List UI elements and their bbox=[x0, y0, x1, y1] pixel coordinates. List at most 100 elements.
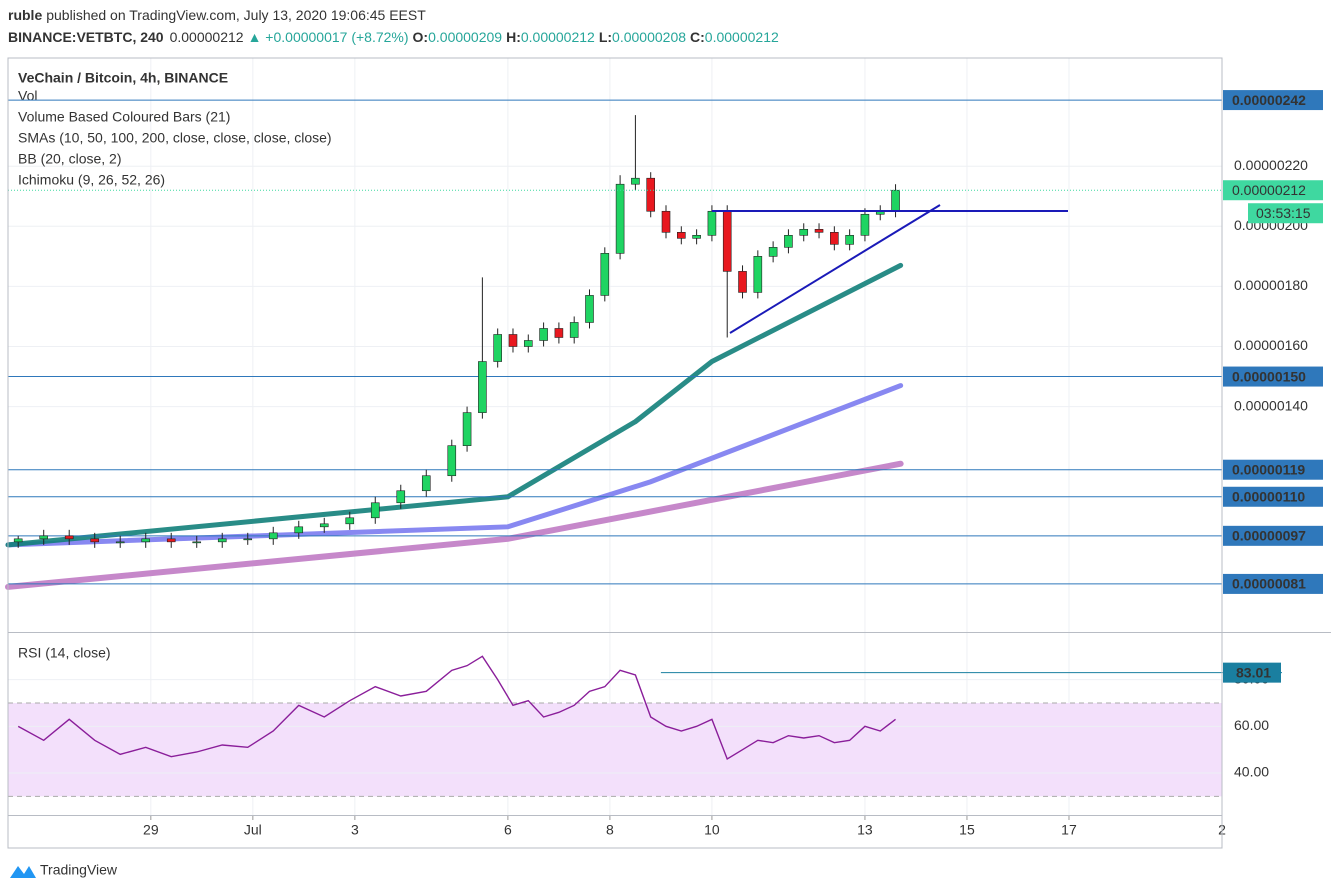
y-tick-label: 0.00000180 bbox=[1234, 277, 1308, 293]
x-tick-label: 13 bbox=[857, 822, 873, 838]
logo-mark bbox=[10, 866, 36, 878]
y-tick-label: 60.00 bbox=[1234, 717, 1269, 733]
logo: TradingView bbox=[10, 862, 118, 878]
legend-line: BB (20, close, 2) bbox=[18, 151, 122, 167]
candle-body bbox=[585, 295, 594, 323]
x-tick-label: 8 bbox=[606, 822, 614, 838]
candle-body bbox=[814, 228, 824, 233]
candle-body bbox=[421, 475, 431, 492]
rsi-band bbox=[8, 703, 1222, 797]
candle-body bbox=[217, 538, 227, 543]
x-tick-label: 6 bbox=[504, 822, 512, 838]
change: ▲ +0.00000017 (+8.72%) bbox=[248, 29, 409, 45]
candle-body bbox=[370, 502, 380, 519]
legend-line: Vol bbox=[18, 88, 37, 104]
countdown: 03:53:15 bbox=[1256, 205, 1311, 221]
candle-body bbox=[860, 213, 870, 236]
price: 0.00000212 bbox=[170, 29, 244, 45]
x-tick-label: 15 bbox=[959, 822, 975, 838]
level-label-box bbox=[1223, 90, 1323, 111]
ohlc-label: L: bbox=[599, 29, 612, 45]
y-tick-label: 0.00000220 bbox=[1234, 157, 1308, 173]
candle-body bbox=[830, 232, 839, 245]
candle-body bbox=[600, 253, 610, 296]
level-label: 0.00000110 bbox=[1232, 488, 1305, 504]
level-label: 0.00000119 bbox=[1232, 461, 1305, 477]
candle-body bbox=[493, 334, 502, 362]
brand: TradingView bbox=[40, 862, 118, 878]
rsi-level-label: 83.01 bbox=[1236, 664, 1271, 680]
candle-body bbox=[692, 235, 701, 239]
y-tick-label: 0.00000160 bbox=[1234, 337, 1308, 353]
candle-body bbox=[707, 210, 717, 236]
level-label-box bbox=[1223, 366, 1323, 387]
ohlc-value: 0.00000212 bbox=[521, 29, 595, 45]
candle-body bbox=[554, 328, 564, 338]
ohlc-label: C: bbox=[690, 29, 705, 45]
candle-body bbox=[447, 445, 457, 477]
ohlc-value: 0.00000212 bbox=[705, 29, 779, 45]
legend-line: SMAs (10, 50, 100, 200, close, close, cl… bbox=[18, 130, 332, 146]
published: published on TradingView.com, July 13, 2… bbox=[46, 7, 426, 23]
candle-body bbox=[646, 177, 656, 212]
level-label: 0.00000097 bbox=[1232, 528, 1306, 544]
candle-body bbox=[891, 189, 900, 212]
level-label: 0.00000150 bbox=[1232, 368, 1306, 384]
level-label-box bbox=[1223, 486, 1323, 507]
chart-area: 29 Jul 3 6 8 10 13 15 17 20.000001400.000001600.0… bbox=[5, 58, 1323, 838]
symbol: BINANCE:VETBTC, 240 bbox=[8, 29, 164, 45]
rsi-level-box bbox=[1223, 662, 1281, 683]
symbol-line: BINANCE:VETBTC, 240 0.00000212 ▲ +0.000000… bbox=[8, 29, 779, 45]
candle-body bbox=[90, 538, 100, 543]
x-tick-label: 10 bbox=[704, 822, 720, 838]
ohlc-label: H: bbox=[506, 29, 521, 45]
moving-average bbox=[5, 460, 904, 590]
x-tick-label: 29 bbox=[143, 822, 159, 838]
candle-body bbox=[722, 210, 732, 272]
level-label-box bbox=[1223, 573, 1323, 594]
moving-average bbox=[5, 262, 904, 548]
level-label-box bbox=[1223, 459, 1323, 480]
candle-body bbox=[319, 523, 329, 528]
candle-body bbox=[396, 490, 406, 504]
rsi-line bbox=[17, 655, 896, 761]
x-tick-label: 17 bbox=[1061, 822, 1077, 838]
candle-body bbox=[523, 340, 533, 347]
candle-body bbox=[753, 256, 763, 293]
pane-title: VeChain / Bitcoin, 4h, BINANCE bbox=[18, 70, 228, 86]
pane-title: RSI (14, close) bbox=[18, 645, 111, 661]
last-price-box bbox=[1223, 180, 1323, 201]
candle-body bbox=[799, 228, 809, 236]
candle-body bbox=[631, 177, 640, 185]
ohlc-label: O: bbox=[413, 29, 429, 45]
level-label: 0.00000242 bbox=[1232, 92, 1306, 108]
frame bbox=[7, 57, 1223, 849]
countdown-box bbox=[1248, 203, 1323, 224]
candle-body bbox=[345, 517, 355, 525]
candle-body bbox=[478, 361, 487, 413]
trend-line bbox=[729, 204, 941, 334]
last-price-label: 0.00000212 bbox=[1232, 182, 1306, 198]
author: ruble bbox=[8, 7, 42, 23]
level-label-box bbox=[1223, 525, 1323, 546]
candle-body bbox=[615, 183, 625, 254]
candle-body bbox=[13, 538, 23, 543]
candle-body bbox=[539, 328, 548, 341]
candle-body bbox=[508, 334, 518, 347]
candle-body bbox=[268, 532, 278, 540]
candle-body bbox=[677, 232, 686, 239]
candle-body bbox=[569, 322, 579, 338]
publish-line: ruble published on TradingView.com, July … bbox=[8, 7, 426, 23]
ohlc-value: 0.00000209 bbox=[428, 29, 502, 45]
candle-body bbox=[166, 538, 176, 543]
level-label: 0.00000081 bbox=[1232, 576, 1306, 592]
candle-body bbox=[661, 210, 671, 233]
candle-body bbox=[243, 538, 253, 541]
candle-body bbox=[768, 247, 778, 257]
x-tick-label: 3 bbox=[351, 822, 359, 838]
candle-body bbox=[39, 535, 49, 540]
candle-body bbox=[141, 538, 151, 543]
candle-body bbox=[738, 271, 747, 293]
candle-body bbox=[192, 541, 202, 544]
